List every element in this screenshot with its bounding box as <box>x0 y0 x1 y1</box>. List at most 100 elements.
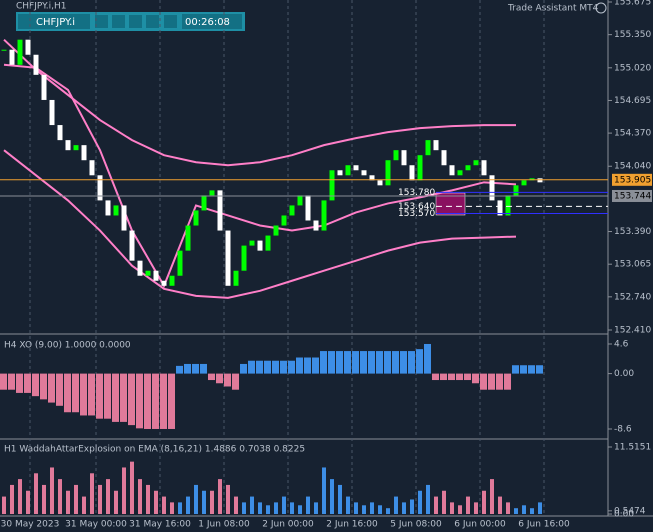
wae-bar <box>82 496 86 515</box>
candle <box>505 195 511 216</box>
xo-bar <box>136 373 143 429</box>
xo-bar <box>80 373 87 416</box>
xo-bar <box>472 373 479 384</box>
x-tick-label: 1 Jun 08:00 <box>198 520 250 530</box>
candle <box>329 170 335 201</box>
wae-bar <box>506 502 510 515</box>
wae-bar <box>386 508 390 515</box>
candle <box>201 195 207 211</box>
candle <box>193 210 199 226</box>
close-icon[interactable] <box>595 2 607 14</box>
price-tag <box>612 189 652 202</box>
candle <box>225 230 231 286</box>
candle <box>97 175 103 201</box>
xo-bar <box>224 373 231 387</box>
wae-bar <box>170 502 174 515</box>
xo-bar <box>176 365 183 374</box>
screenshot-button[interactable] <box>95 15 108 28</box>
candle <box>497 200 503 216</box>
xo-bar <box>384 351 391 374</box>
wae-bar <box>34 473 38 515</box>
wae-bar <box>498 496 502 515</box>
toolbar: CHFJPY.i 00:26:08 <box>16 12 245 31</box>
candle <box>17 39 23 65</box>
save-button[interactable] <box>129 15 142 28</box>
candle <box>473 160 479 166</box>
xo-bar <box>328 351 335 374</box>
price-tag-label: 153.744 <box>614 191 651 201</box>
xo-bar <box>368 351 375 374</box>
view-button[interactable] <box>112 15 125 28</box>
wae-bar <box>250 496 254 515</box>
x-tick-label: 30 May 2023 <box>1 520 60 530</box>
xo-bar <box>72 373 79 413</box>
xo-bar <box>336 351 343 374</box>
xo-bar <box>448 373 455 381</box>
xo-bar <box>208 373 215 381</box>
wae-bar <box>346 496 350 515</box>
xo-bar <box>120 373 127 422</box>
menu-button[interactable] <box>164 15 177 28</box>
wae-bar <box>378 505 382 515</box>
candle <box>337 170 343 176</box>
xo-bar <box>264 360 271 374</box>
wae-bar <box>306 496 310 515</box>
wae-bar <box>266 505 270 515</box>
wae-bar <box>514 508 518 515</box>
band-line <box>3 149 517 299</box>
xo-bar <box>400 351 407 374</box>
wae-bar <box>202 490 206 515</box>
wae-bar <box>538 502 542 515</box>
candle <box>401 150 407 166</box>
wae-bar <box>338 484 342 515</box>
xo-bar <box>296 357 303 374</box>
wae-bar <box>66 490 70 515</box>
candle <box>81 145 87 161</box>
xo-bar <box>304 357 311 374</box>
candle <box>297 195 303 206</box>
assistant-label: Trade Assistant MT4 <box>507 4 599 14</box>
xo-bar <box>392 351 399 374</box>
wae-bar <box>186 496 190 515</box>
wae-bar <box>138 479 142 515</box>
candle <box>209 190 215 196</box>
xo-bar <box>192 363 199 374</box>
x-tick-label: 6 Jun 00:00 <box>454 520 506 530</box>
xo-bar <box>432 373 439 381</box>
candle <box>129 230 135 261</box>
alert-button[interactable] <box>146 15 159 28</box>
candle <box>177 250 183 276</box>
wae-bar <box>194 484 198 515</box>
wae-bar <box>330 479 334 515</box>
y-tick-label: 4.6 <box>614 339 629 349</box>
wae-bar <box>282 496 286 515</box>
x-tick-label: 6 Jun 16:00 <box>518 520 570 530</box>
xo-bar <box>32 373 39 397</box>
xo-bar <box>504 373 511 390</box>
wae-bar <box>474 502 478 515</box>
wae-bar <box>226 484 230 515</box>
wae-bar <box>434 496 438 515</box>
xo-bar <box>536 365 543 374</box>
symbol-button[interactable] <box>18 14 90 29</box>
candle <box>65 140 71 151</box>
window-title: CHFJPY.i,H1 <box>16 2 67 12</box>
wae-bar <box>322 467 326 515</box>
candle <box>153 270 159 281</box>
timer-box <box>182 14 242 29</box>
wae-bar <box>370 502 374 515</box>
wae-bar <box>354 502 358 515</box>
wae-bar <box>490 479 494 515</box>
candle <box>417 155 423 181</box>
y-tick-label: 153.065 <box>614 260 651 270</box>
x-tick-label: 31 May 16:00 <box>129 520 191 530</box>
candle <box>481 160 487 176</box>
xo-bar <box>344 351 351 374</box>
wae-bar <box>10 484 14 515</box>
panel-title: H1 WaddahAttarExplosion on EMA (8,16,21)… <box>4 445 305 455</box>
x-tick-label: 2 Jun 16:00 <box>326 520 378 530</box>
xo-bar <box>440 373 447 381</box>
y-tick-label: 155.675 <box>614 0 651 8</box>
candle <box>537 178 543 183</box>
wae-bar <box>154 490 158 515</box>
